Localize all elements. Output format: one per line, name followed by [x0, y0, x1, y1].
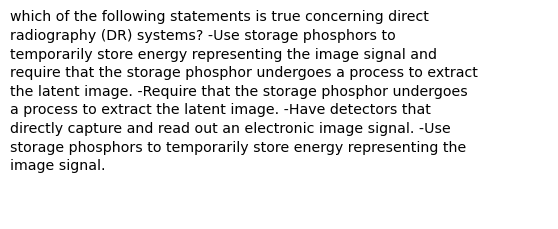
- Text: which of the following statements is true concerning direct
radiography (DR) sys: which of the following statements is tru…: [10, 10, 478, 173]
